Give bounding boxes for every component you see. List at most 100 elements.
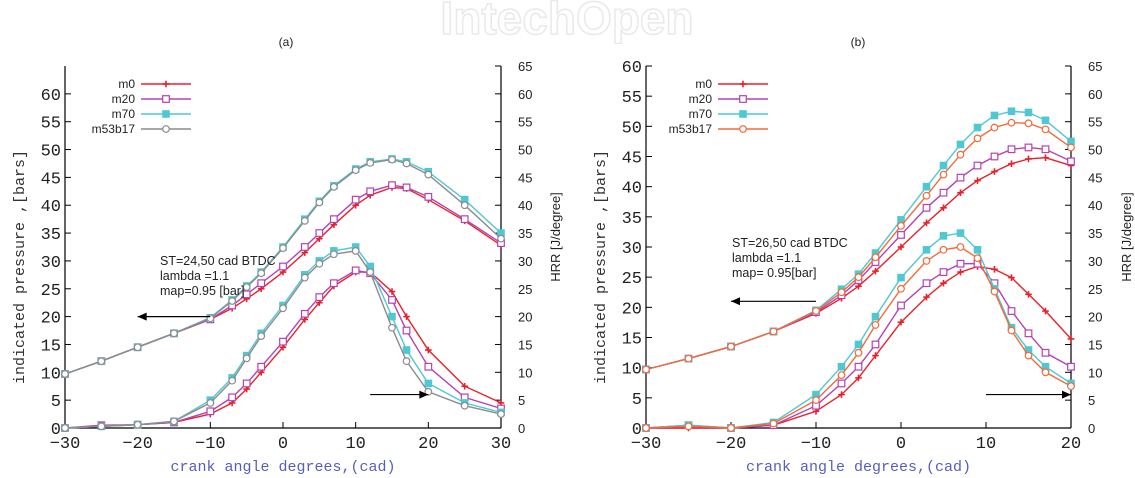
legend-label: m70 (689, 107, 713, 121)
y2-tick-label: 25 (1088, 282, 1102, 297)
data-point (837, 371, 846, 379)
data-point (315, 198, 324, 207)
data-point (973, 161, 982, 170)
data-point (956, 243, 965, 251)
legend-marker (162, 125, 170, 133)
y-tick-label: 35 (41, 226, 61, 245)
y2-tick-label: 65 (518, 59, 532, 74)
y2-tick-label: 60 (1088, 87, 1102, 102)
data-point (170, 329, 178, 338)
y2-tick-label: 30 (1088, 254, 1102, 269)
arrow-head (137, 312, 147, 321)
x-tick-label: 10 (345, 435, 365, 454)
y2-tick-label: 5 (1088, 393, 1095, 408)
data-point (133, 420, 142, 429)
data-point (315, 293, 324, 302)
data-point (973, 123, 982, 132)
data-point (1008, 274, 1015, 281)
annotation-line: lambda =1.1 (160, 269, 229, 283)
data-point (1067, 382, 1075, 391)
data-point (684, 354, 693, 363)
data-point (257, 332, 266, 341)
series-line-hrr (645, 232, 1072, 429)
y2-tick-label: 45 (518, 170, 532, 185)
y-tick-label: 30 (41, 254, 61, 273)
y2-axis-label: HRR [J/degree] (548, 192, 563, 282)
y-tick-label: 10 (41, 365, 61, 384)
data-point (133, 343, 142, 352)
data-point (812, 307, 820, 315)
data-point (855, 374, 862, 382)
data-point (497, 410, 505, 418)
y2-tick-label: 25 (518, 282, 532, 297)
arrow-right (370, 390, 429, 399)
data-point (388, 312, 396, 321)
data-point (206, 407, 215, 416)
data-point (922, 257, 931, 265)
data-point (300, 273, 309, 282)
legend-label: m53b17 (92, 122, 136, 136)
data-point (461, 382, 468, 390)
data-point (300, 243, 309, 251)
arrow-left (731, 297, 816, 306)
data-point (206, 399, 215, 407)
data-point (956, 229, 965, 237)
arrow-head (1062, 390, 1071, 399)
y2-tick-label: 45 (1088, 170, 1102, 185)
y-tick-label: 0 (51, 421, 61, 440)
legend-label: m20 (689, 92, 713, 106)
data-point (351, 195, 360, 204)
y2-tick-label: 20 (1088, 310, 1102, 325)
data-point (956, 150, 965, 159)
data-point (939, 268, 948, 276)
data-point (973, 254, 982, 263)
data-point (351, 246, 360, 255)
data-point (973, 134, 982, 143)
data-point (897, 284, 905, 293)
data-point (922, 182, 931, 191)
data-point (990, 123, 999, 132)
data-point (1041, 348, 1050, 357)
data-point (854, 273, 863, 282)
data-point (242, 354, 251, 363)
legend-label: m0 (695, 77, 712, 91)
data-point (1025, 155, 1032, 163)
legend-label: m70 (112, 107, 136, 121)
annotation-line: map=0.95 [bar] (160, 284, 244, 298)
data-point (922, 191, 931, 200)
y2-tick-label: 40 (518, 198, 532, 213)
y2-tick-label: 30 (518, 254, 532, 269)
data-point (315, 229, 324, 237)
y2-tick-label: 60 (518, 87, 532, 102)
data-point (424, 170, 433, 179)
data-point (497, 234, 505, 243)
legend-marker (162, 110, 170, 118)
data-point (366, 187, 375, 196)
data-point (939, 170, 948, 179)
y-tick-label: 35 (622, 210, 642, 229)
data-point (684, 422, 693, 431)
data-point (402, 326, 411, 335)
y2-tick-label: 65 (1088, 59, 1102, 74)
data-point (351, 266, 360, 275)
y-tick-label: 15 (41, 337, 61, 356)
x-tick-label: 30 (491, 435, 511, 454)
data-point (1007, 307, 1016, 315)
series-m53b17 (642, 118, 1075, 432)
data-point (403, 313, 410, 320)
y2-tick-label: 15 (1088, 337, 1102, 352)
intechopen-watermark: IntechOpen (440, 0, 695, 44)
y-tick-label: 50 (41, 143, 61, 162)
data-point (940, 204, 947, 212)
data-point (973, 245, 982, 254)
data-point (991, 265, 998, 273)
data-point (388, 288, 396, 295)
data-point (1008, 160, 1015, 168)
data-point (402, 357, 411, 366)
series-line-pressure (645, 156, 1072, 371)
data-point (1024, 108, 1033, 117)
data-point (897, 221, 905, 230)
data-point (1067, 157, 1075, 166)
